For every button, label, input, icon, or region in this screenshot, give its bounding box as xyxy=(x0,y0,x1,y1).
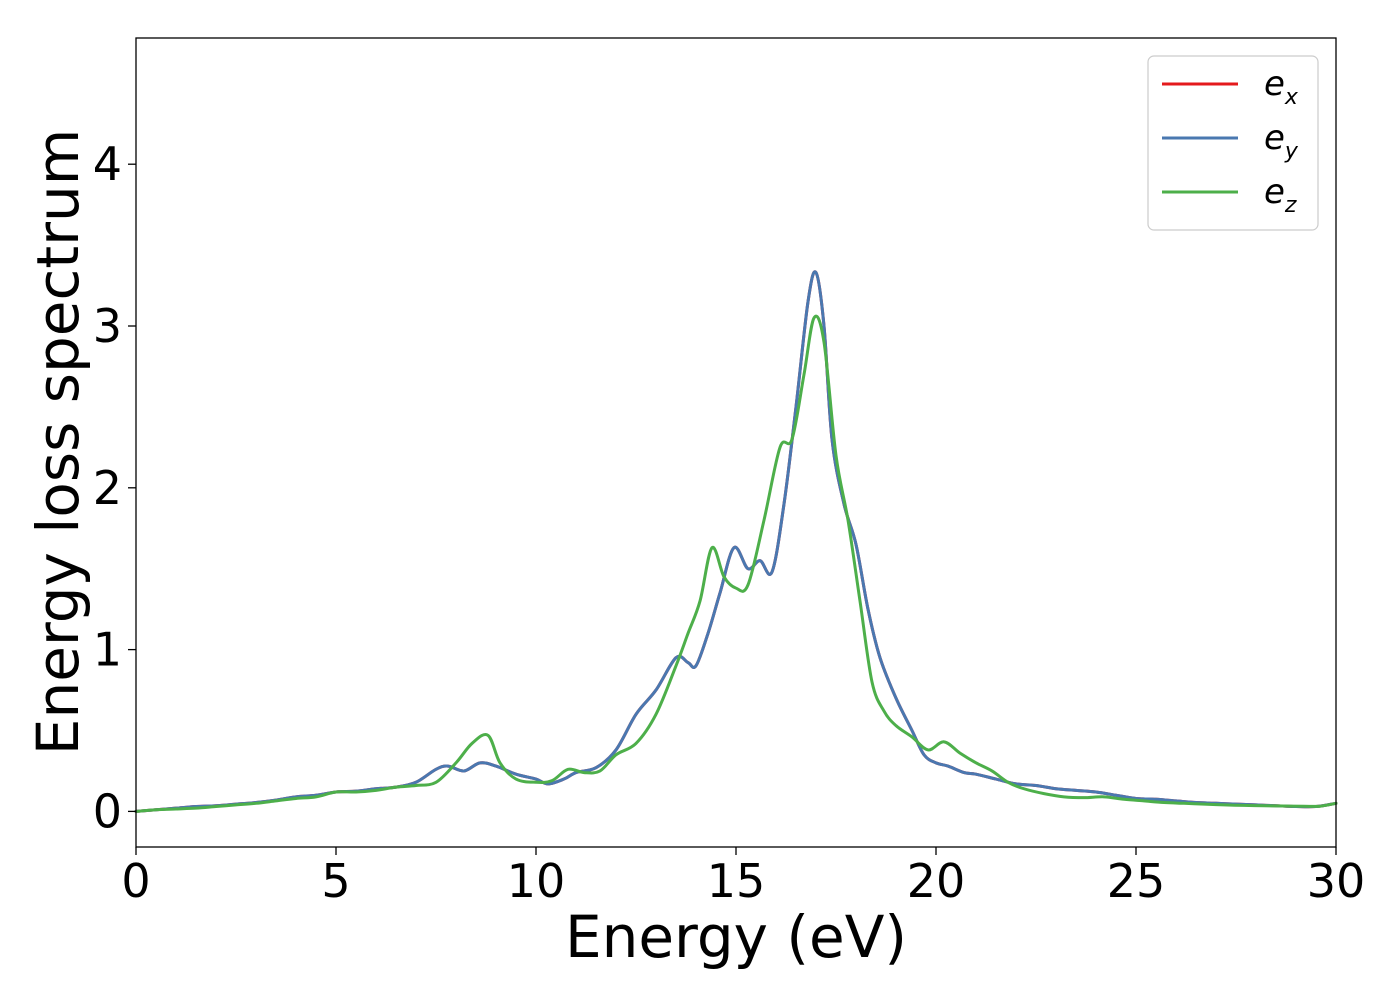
x-axis: 0 5 10 15 20 25 30 xyxy=(121,847,1365,908)
series-line-z xyxy=(134,314,1338,813)
y-axis: 0 1 2 3 4 xyxy=(93,137,136,838)
y-tick-label: 1 xyxy=(93,623,122,677)
x-tick-label: 15 xyxy=(707,854,766,908)
legend-entries: ex ey ez xyxy=(1162,64,1299,218)
legend-label-x: ex xyxy=(1264,64,1299,110)
y-tick-label: 0 xyxy=(93,784,122,838)
x-tick-label: 10 xyxy=(507,854,566,908)
x-tick-label: 30 xyxy=(1307,854,1366,908)
legend-box xyxy=(1147,55,1319,231)
x-axis-label: Energy (eV) xyxy=(565,903,907,971)
legend-label-y: ey xyxy=(1264,118,1299,164)
x-tick-label: 0 xyxy=(121,854,150,908)
legend-label-z: ez xyxy=(1264,172,1297,218)
y-tick-label: 2 xyxy=(93,461,122,515)
y-tick-label: 3 xyxy=(93,299,122,353)
x-tick-label: 25 xyxy=(1107,854,1166,908)
series-line-y xyxy=(134,270,1338,813)
x-tick-label: 5 xyxy=(321,854,350,908)
x-tick-label: 20 xyxy=(907,854,966,908)
y-tick-label: 4 xyxy=(93,137,122,191)
series-layer xyxy=(134,270,1338,813)
legend: ex ey ez xyxy=(1147,55,1319,231)
y-axis-label: Energy loss spectrum xyxy=(24,129,92,755)
